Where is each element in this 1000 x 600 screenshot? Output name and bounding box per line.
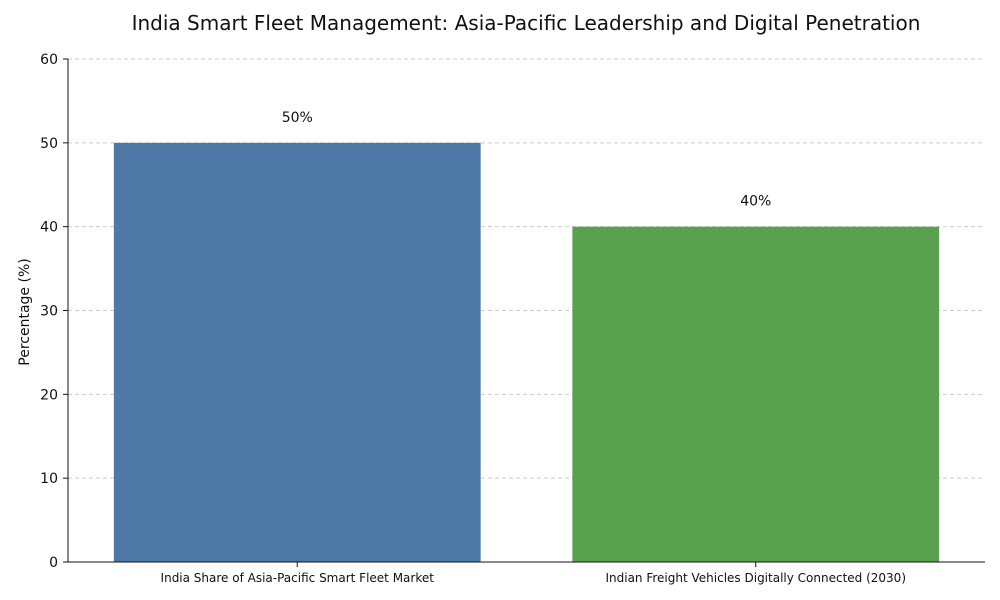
y-tick-label: 50	[40, 136, 58, 152]
y-tick-label: 60	[40, 52, 58, 68]
data-label: 40%	[740, 194, 771, 210]
y-tick-label: 0	[49, 555, 58, 571]
bar	[572, 226, 940, 562]
x-tick-label: Indian Freight Vehicles Digitally Connec…	[605, 571, 906, 585]
y-tick-label: 40	[40, 220, 58, 236]
y-ticks: 0 10 20 30 40 50 60	[40, 52, 68, 571]
bars	[113, 142, 940, 563]
data-label: 50%	[282, 110, 313, 126]
chart-title: India Smart Fleet Management: Asia-Pacif…	[132, 11, 921, 35]
data-labels: 50% 40%	[282, 110, 772, 210]
x-tick-label: India Share of Asia-Pacific Smart Fleet …	[161, 571, 435, 585]
y-tick-label: 20	[40, 387, 58, 403]
bar	[113, 142, 481, 563]
y-tick-label: 30	[40, 304, 58, 320]
y-tick-label: 10	[40, 471, 58, 487]
x-ticks: India Share of Asia-Pacific Smart Fleet …	[161, 562, 906, 585]
y-axis-label: Percentage (%)	[17, 258, 33, 365]
